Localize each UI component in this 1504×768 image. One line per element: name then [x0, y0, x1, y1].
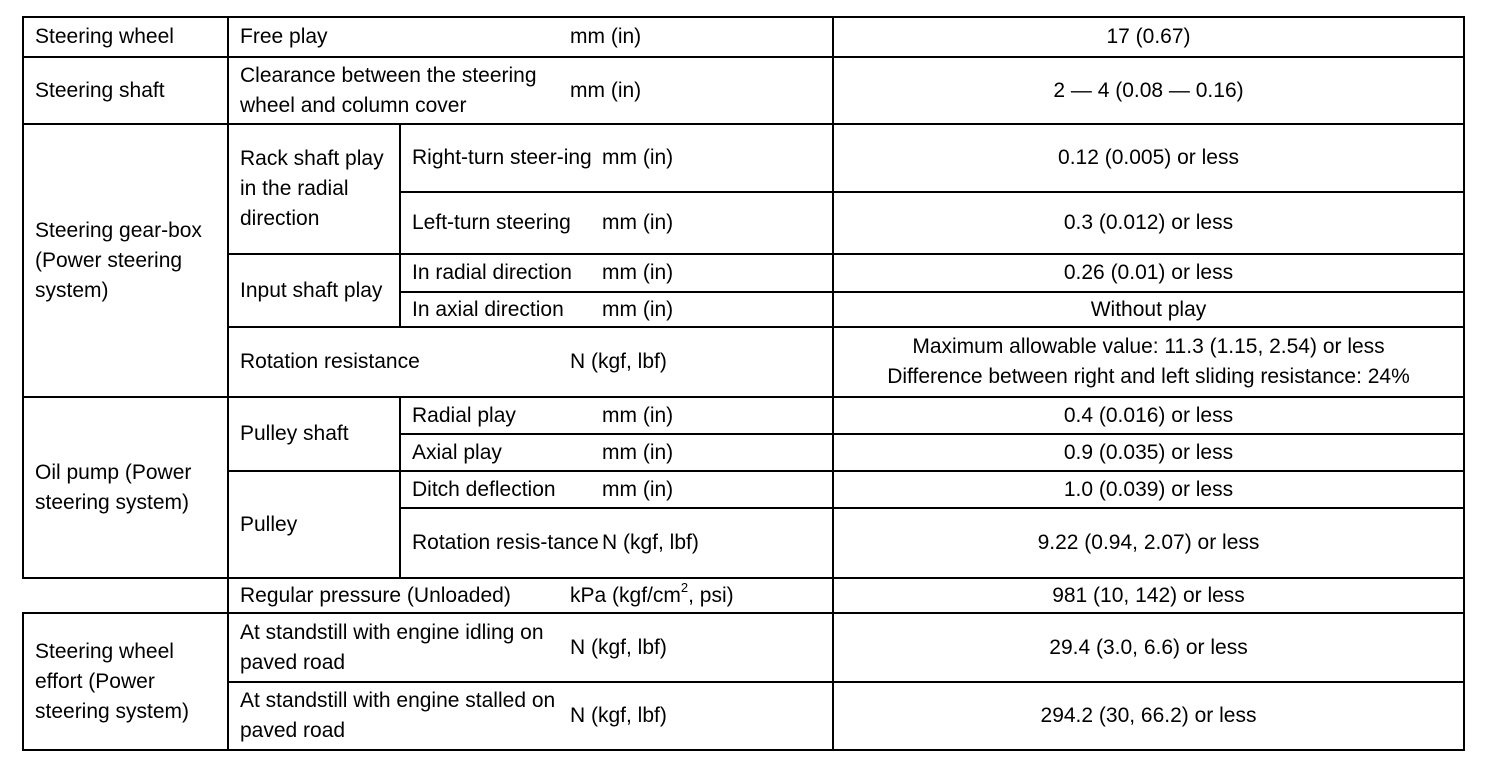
value-regular-pressure-cell: 981 (10, 142) or less — [832, 577, 1465, 614]
item-rotation-resistance-unit: N (kgf, lbf) — [570, 350, 667, 373]
item-idling-label: At standstill with engine idling on pave… — [240, 620, 544, 674]
item-right-turn-cell: Right-turn steer-ing mm (in) — [399, 123, 834, 193]
item-axial-play-unit: mm (in) — [602, 440, 674, 464]
group-steering-wheel-cell: Steering wheel — [22, 16, 229, 58]
value-ditch-deflection-label: 1.0 (0.039) or less — [1063, 477, 1234, 501]
item-pulley-rotation-label: Rotation resis-tance — [412, 531, 599, 554]
item-right-turn-unit: mm (in) — [602, 146, 674, 169]
value-rotation-resistance-line-2: Difference between right and left slidin… — [887, 365, 1410, 388]
item-stalled-label: At standstill with engine stalled on pav… — [240, 689, 556, 742]
value-free-play-label: 17 (0.67) — [1106, 25, 1191, 48]
item-left-turn-cell: Left-turn steering mm (in) — [399, 191, 834, 255]
item-radial-play-label: Radial play — [412, 403, 516, 427]
value-rotation-resistance-cell: Maximum allowable value: 11.3 (1.15, 2.5… — [832, 326, 1465, 398]
item-rack-shaft-cell: Rack shaft play in the radial direction — [227, 123, 401, 255]
item-pulley-label: Pulley — [240, 512, 298, 536]
item-ditch-deflection-label: Ditch deflection — [412, 477, 556, 501]
value-rotation-resistance-line-1: Maximum allowable value: 11.3 (1.15, 2.5… — [912, 335, 1385, 358]
item-input-radial-cell: In radial direction mm (in) — [399, 253, 834, 293]
group-oil-pump-cell: Oil pump (Power steering system) — [22, 396, 229, 579]
value-idling-label: 29.4 (3.0, 6.6) or less — [1049, 635, 1248, 659]
item-free-play-unit: mm (in) — [570, 25, 642, 48]
group-oil-pump-label: Oil pump (Power steering system) — [35, 460, 192, 514]
item-rack-shaft-label: Rack shaft play in the radial direction — [240, 147, 384, 230]
value-free-play-cell: 17 (0.67) — [832, 16, 1465, 58]
value-left-turn-label: 0.3 (0.012) or less — [1063, 211, 1234, 234]
value-input-radial-label: 0.26 (0.01) or less — [1063, 261, 1234, 284]
item-axial-play-cell: Axial play mm (in) — [399, 433, 834, 472]
value-input-axial-cell: Without play — [832, 291, 1465, 328]
unit-suffix: , psi) — [688, 583, 734, 607]
item-clearance-unit: mm (in) — [570, 78, 642, 102]
item-pulley-shaft-cell: Pulley shaft — [227, 396, 401, 472]
item-pulley-rotation-unit: N (kgf, lbf) — [602, 531, 699, 554]
group-gearbox-label: Steering gear-box (Power steering system… — [35, 218, 202, 302]
value-regular-pressure-label: 981 (10, 142) or less — [1052, 583, 1245, 607]
item-axial-play-label: Axial play — [412, 440, 502, 464]
value-idling-cell: 29.4 (3.0, 6.6) or less — [832, 612, 1465, 683]
group-gearbox-cell: Steering gear-box (Power steering system… — [22, 123, 229, 398]
value-stalled-cell: 294.2 (30, 66.2) or less — [832, 681, 1465, 751]
unit-prefix: kPa (kgf/cm — [570, 583, 681, 607]
item-left-turn-unit: mm (in) — [602, 211, 674, 234]
item-right-turn-label: Right-turn steer-ing — [412, 146, 592, 169]
value-axial-play-cell: 0.9 (0.035) or less — [832, 433, 1465, 472]
item-radial-play-unit: mm (in) — [602, 403, 674, 427]
item-idling-unit: N (kgf, lbf) — [570, 635, 667, 659]
value-radial-play-label: 0.4 (0.016) or less — [1063, 403, 1234, 427]
group-steering-shaft-cell: Steering shaft — [22, 56, 229, 125]
value-clearance-cell: 2 — 4 (0.08 — 0.16) — [832, 56, 1465, 125]
item-free-play-label: Free play — [240, 25, 328, 48]
group-effort-label: Steering wheel effort (Power steering sy… — [35, 639, 190, 723]
item-input-shaft-label: Input shaft play — [240, 278, 383, 302]
item-input-radial-label: In radial direction — [412, 261, 572, 284]
item-stalled-cell: At standstill with engine stalled on pav… — [227, 681, 834, 751]
group-effort-cell: Steering wheel effort (Power steering sy… — [22, 612, 229, 751]
value-input-axial-label: Without play — [1090, 297, 1207, 321]
value-rotation-resistance-lines: Maximum allowable value: 11.3 (1.15, 2.5… — [887, 332, 1410, 392]
value-stalled-label: 294.2 (30, 66.2) or less — [1040, 704, 1257, 727]
item-radial-play-cell: Radial play mm (in) — [399, 396, 834, 435]
group-steering-wheel-label: Steering wheel — [35, 25, 174, 48]
item-idling-cell: At standstill with engine idling on pave… — [227, 612, 834, 683]
item-clearance-cell: Clearance between the steering wheel and… — [227, 56, 834, 125]
item-input-shaft-cell: Input shaft play — [227, 253, 401, 328]
unit-superscript: 2 — [680, 579, 689, 595]
value-clearance-label: 2 — 4 (0.08 — 0.16) — [1053, 78, 1244, 102]
item-ditch-deflection-unit: mm (in) — [602, 477, 674, 501]
item-stalled-unit: N (kgf, lbf) — [570, 704, 667, 727]
item-rotation-resistance-label: Rotation resistance — [240, 350, 420, 373]
item-pulley-cell: Pulley — [227, 470, 401, 579]
item-free-play-cell: Free play mm (in) — [227, 16, 834, 58]
value-input-radial-cell: 0.26 (0.01) or less — [832, 253, 1465, 293]
value-ditch-deflection-cell: 1.0 (0.039) or less — [832, 470, 1465, 509]
value-axial-play-label: 0.9 (0.035) or less — [1063, 440, 1234, 464]
item-input-radial-unit: mm (in) — [602, 261, 674, 284]
item-input-axial-unit: mm (in) — [602, 297, 674, 321]
item-ditch-deflection-cell: Ditch deflection mm (in) — [399, 470, 834, 509]
item-input-axial-cell: In axial direction mm (in) — [399, 291, 834, 328]
value-right-turn-label: 0.12 (0.005) or less — [1058, 146, 1239, 169]
value-pulley-rotation-label: 9.22 (0.94, 2.07) or less — [1037, 531, 1260, 554]
item-pulley-rotation-cell: Rotation resis-tance N (kgf, lbf) — [399, 507, 834, 579]
item-regular-pressure-label: Regular pressure (Unloaded) — [240, 583, 511, 607]
item-left-turn-label: Left-turn steering — [412, 211, 571, 234]
item-regular-pressure-unit: kPa (kgf/cm2, psi) — [570, 581, 734, 611]
value-left-turn-cell: 0.3 (0.012) or less — [832, 191, 1465, 255]
value-radial-play-cell: 0.4 (0.016) or less — [832, 396, 1465, 435]
item-rotation-resistance-cell: Rotation resistance N (kgf, lbf) — [227, 326, 834, 398]
value-right-turn-cell: 0.12 (0.005) or less — [832, 123, 1465, 193]
item-clearance-label: Clearance between the steering wheel and… — [240, 63, 537, 117]
item-pulley-shaft-label: Pulley shaft — [240, 422, 349, 445]
group-steering-shaft-label: Steering shaft — [35, 78, 165, 102]
item-regular-pressure-cell: Regular pressure (Unloaded) kPa (kgf/cm2,… — [227, 577, 834, 614]
item-input-axial-label: In axial direction — [412, 297, 564, 321]
value-pulley-rotation-cell: 9.22 (0.94, 2.07) or less — [832, 507, 1465, 579]
